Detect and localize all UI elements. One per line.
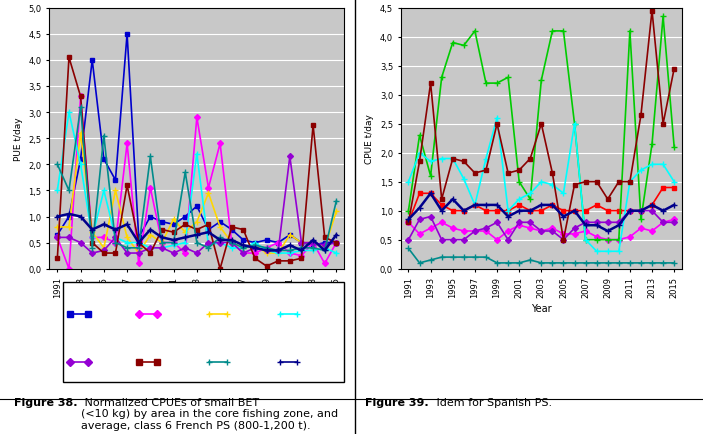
X-axis label: Year: Year	[186, 303, 207, 313]
Y-axis label: PUE t/day: PUE t/day	[14, 117, 22, 161]
Text: Idem for Spanish PS.: Idem for Spanish PS.	[433, 397, 552, 407]
Text: Figure 38.: Figure 38.	[14, 397, 77, 407]
Text: Figure 39.: Figure 39.	[366, 397, 429, 407]
X-axis label: Year: Year	[531, 303, 552, 313]
Text: Normalized CPUEs of small BET
(<10 kg) by area in the core fishing zone, and
ave: Normalized CPUEs of small BET (<10 kg) b…	[82, 397, 338, 430]
Y-axis label: CPUE t/day: CPUE t/day	[366, 114, 374, 164]
